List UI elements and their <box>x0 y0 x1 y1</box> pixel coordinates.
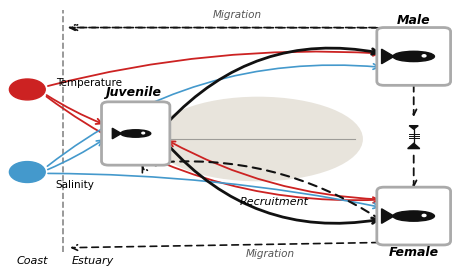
Circle shape <box>422 214 426 217</box>
Text: Migration: Migration <box>212 10 262 20</box>
Ellipse shape <box>393 51 435 62</box>
Polygon shape <box>382 49 394 64</box>
Text: Estuary: Estuary <box>72 255 114 265</box>
Text: Recruitment: Recruitment <box>240 197 309 207</box>
Circle shape <box>422 55 426 57</box>
FancyBboxPatch shape <box>101 102 170 165</box>
Text: Coast: Coast <box>16 255 48 265</box>
Ellipse shape <box>393 211 435 221</box>
FancyBboxPatch shape <box>377 28 451 85</box>
Text: Salinity: Salinity <box>55 180 94 190</box>
Text: Female: Female <box>389 245 439 259</box>
Text: Male: Male <box>397 14 430 27</box>
Polygon shape <box>409 126 418 129</box>
Text: Temperature: Temperature <box>55 78 121 88</box>
Polygon shape <box>382 209 394 223</box>
Polygon shape <box>112 128 121 139</box>
Ellipse shape <box>120 130 151 137</box>
Text: Migration: Migration <box>246 249 294 259</box>
Circle shape <box>9 79 45 100</box>
Text: Juvenile: Juvenile <box>105 86 161 99</box>
Circle shape <box>9 162 45 182</box>
Polygon shape <box>408 143 420 148</box>
Ellipse shape <box>155 98 362 180</box>
Circle shape <box>142 132 145 134</box>
FancyBboxPatch shape <box>377 187 451 245</box>
